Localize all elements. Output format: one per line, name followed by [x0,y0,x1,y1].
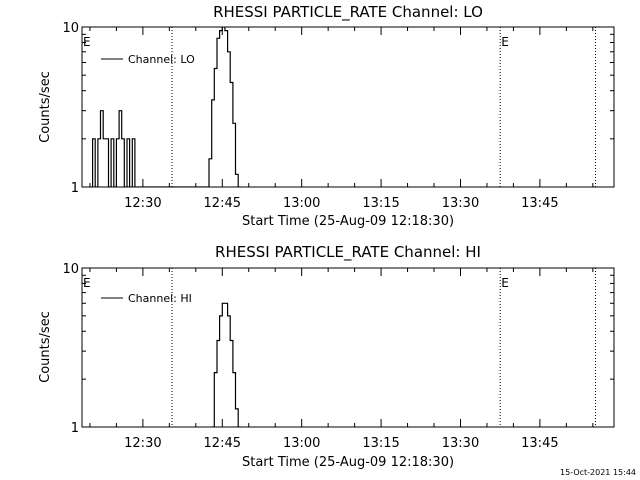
timestamp-stamp: 15-Oct-2021 15:44 [560,468,636,477]
lo-x-tick-label: 13:15 [362,196,399,211]
lo-series-line [89,27,241,187]
lo-x-tick-label: 13:45 [521,196,558,211]
lo-y-tick-label: 10 [62,21,79,36]
hi-x-axis-label: Start Time (25-Aug-09 12:18:30) [242,455,454,470]
hi-event-marker: E [501,276,509,290]
hi-x-tick-label: 12:45 [204,436,241,451]
lo-plot-frame [81,26,615,188]
lo-x-tick-label: 12:45 [204,196,241,211]
hi-x-tick-label: 13:15 [362,436,399,451]
hi-legend: Channel: HI [101,292,192,305]
hi-y-axis-label: Counts/sec [38,311,53,383]
hi-legend-label: Channel: HI [128,292,192,305]
lo-legend: Channel: LO [101,53,195,66]
hi-event-marker: E [83,276,91,290]
hi-x-tick-label: 13:30 [442,436,479,451]
hi-channel-panel: RHESSI PARTICLE_RATE Channel: HI Counts/… [38,243,615,470]
hi-series-line [211,302,241,427]
lo-y-tick-label: 1 [71,181,79,196]
lo-x-tick-label: 13:30 [442,196,479,211]
hi-x-tick-label: 12:30 [124,436,161,451]
hi-y-tick-label: 10 [62,262,79,277]
lo-x-tick-label: 12:30 [124,196,161,211]
lo-event-marker: E [501,35,509,49]
lo-channel-panel: RHESSI PARTICLE_RATE Channel: LO Counts/… [38,3,615,229]
hi-plot-frame [81,267,615,428]
lo-chart-title: RHESSI PARTICLE_RATE Channel: LO [213,3,483,22]
hi-chart-title: RHESSI PARTICLE_RATE Channel: HI [215,243,481,262]
hi-x-tick-label: 13:45 [521,436,558,451]
lo-legend-label: Channel: LO [128,53,195,66]
lo-x-tick-label: 13:00 [283,196,320,211]
hi-x-tick-label: 13:00 [283,436,320,451]
lo-y-axis-label: Counts/sec [38,71,53,143]
hi-y-tick-label: 1 [71,421,79,436]
lo-event-marker: E [83,35,91,49]
lo-x-axis-label: Start Time (25-Aug-09 12:18:30) [242,214,454,229]
